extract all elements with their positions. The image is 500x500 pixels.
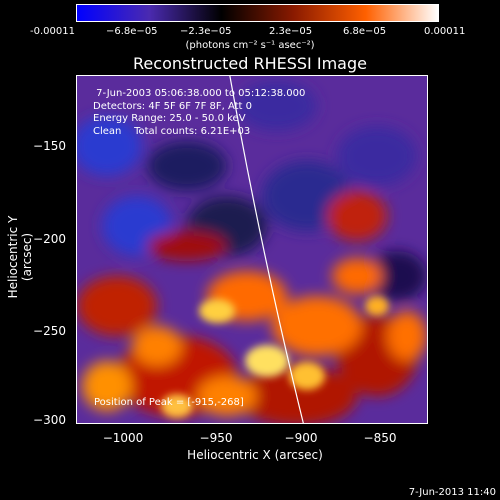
annotation-energy-range: Energy Range: 25.0 - 50.0 keV	[93, 113, 246, 124]
x-tick-label: −1000	[102, 431, 144, 445]
colorbar-tick-label: −2.3e−05	[180, 26, 232, 37]
colorbar-tick-label: -0.00011	[30, 26, 75, 37]
annotation-detectors: Detectors: 4F 5F 6F 7F 8F, Att 0	[93, 100, 253, 112]
y-tick-label: −250	[33, 324, 66, 338]
colorbar-tick-label: −6.8e−05	[106, 26, 158, 37]
peak-position-label: Position of Peak = [-915,-268]	[94, 397, 244, 408]
solar-limb-line	[229, 76, 304, 423]
x-tick-label: −850	[363, 431, 397, 445]
colorbar	[76, 4, 439, 22]
x-tick-label: −900	[284, 431, 318, 445]
timestamp: 7-Jun-2013 11:40	[408, 487, 496, 498]
page-title: Reconstructed RHESSI Image	[133, 54, 367, 73]
x-tick-label: −950	[199, 431, 233, 445]
annotation-time-range: 7-Jun-2003 05:06:38.000 to 05:12:38.000	[93, 88, 306, 99]
image-annotation: 7-Jun-2003 05:06:38.000 to 05:12:38.000 D…	[93, 88, 305, 138]
colorbar-units: (photons cm⁻² s⁻¹ asec⁻²)	[185, 40, 315, 51]
annotation-counts: Clean Total counts: 6.21E+03	[93, 125, 251, 137]
colorbar-tick-label: 2.3e−05	[269, 26, 313, 37]
image-map	[77, 76, 427, 423]
image-blobs	[77, 81, 427, 423]
rhessi-image	[76, 75, 428, 424]
y-tick-label: −200	[33, 232, 66, 246]
y-axis-title: Heliocentric Y (arcsec)	[6, 215, 34, 299]
y-tick-label: −300	[33, 413, 66, 427]
colorbar-tick-label: 0.00011	[424, 26, 466, 37]
x-axis-title: Heliocentric X (arcsec)	[187, 448, 323, 462]
colorbar-tick-label: 6.8e−05	[343, 26, 387, 37]
image-hotspots	[161, 296, 389, 418]
y-tick-label: −150	[33, 139, 66, 153]
